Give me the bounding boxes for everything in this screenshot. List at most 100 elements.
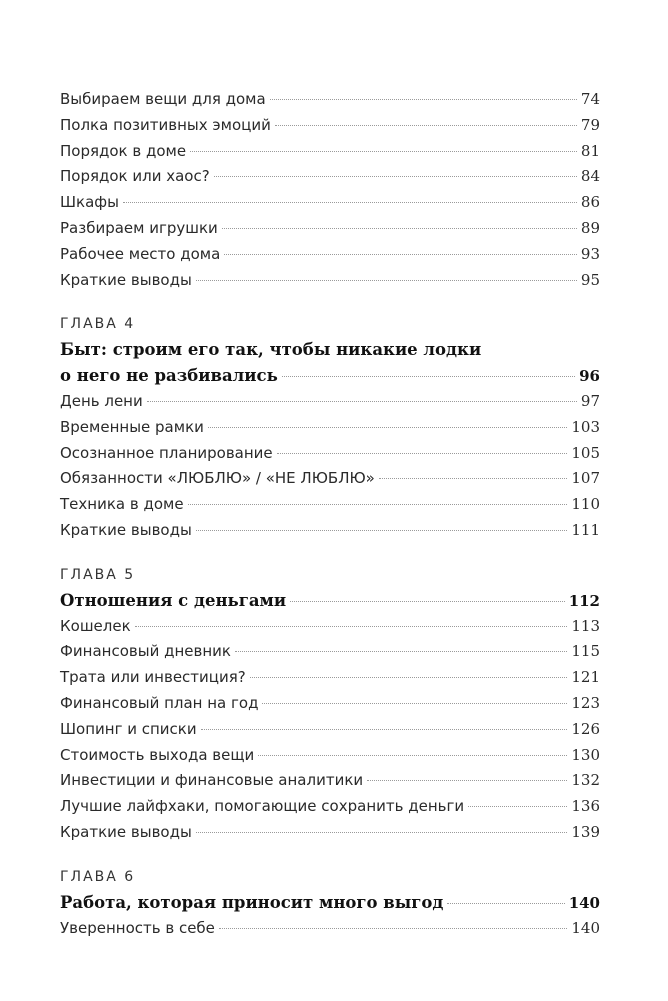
entry-title: Шкафы [60,193,119,212]
page-number: 107 [571,469,600,488]
page-number: 103 [571,417,600,436]
dot-leader [378,478,568,480]
entry-title: Стоимость выхода вещи [60,745,255,764]
entry-title: Осознанное планирование [60,443,273,462]
toc-entry[interactable]: Порядок в доме 81 [60,139,600,165]
page-number: 89 [580,218,600,237]
page-number: 95 [580,270,600,289]
page-number: 132 [571,771,600,790]
dot-leader [195,831,568,833]
toc-entry[interactable]: Рабочее место дома 93 [60,242,600,268]
entry-title: Трата или инвестиция? [60,668,246,687]
toc-entry[interactable]: Порядок или хаос? 84 [60,164,600,190]
page-number: 111 [571,520,600,539]
page-number: 130 [571,745,600,764]
dot-leader [276,452,568,454]
dot-leader [207,426,568,428]
toc-section: ГЛАВА 6 Работа, которая приносит много вы… [60,864,600,942]
chapter-label: ГЛАВА 6 [60,868,136,885]
entry-title: Краткие выводы [60,270,192,289]
dot-leader [290,600,565,602]
toc-entry[interactable]: Обязанности «ЛЮБЛЮ» / «НЕ ЛЮБЛЮ» 107 [60,466,600,492]
toc-entry[interactable]: Кошелек 113 [60,614,600,640]
page-number: 74 [580,90,600,108]
entry-title: Порядок или хаос? [60,167,210,186]
chapter-title[interactable]: Отношения с деньгами 112 [60,588,600,614]
page-number: 121 [571,668,600,687]
toc-entry[interactable]: Финансовый дневник 115 [60,639,600,665]
page-number: 112 [568,591,600,610]
toc-entry[interactable]: Краткие выводы 111 [60,518,600,544]
toc-entry[interactable]: Шопинг и списки 126 [60,717,600,743]
entry-title: Рабочее место дома [60,244,221,263]
dot-leader [221,227,577,229]
toc-section: ГЛАВА 4 Быт: строим его так, чтобы никаки… [60,311,600,543]
page-number: 86 [580,193,600,212]
dot-leader [269,99,577,100]
dot-leader [213,176,577,178]
page-number: 81 [580,141,600,160]
entry-title: Работа, которая приносит много выгод [60,892,444,912]
dot-leader [146,400,577,402]
entry-title: Отношения с деньгами [60,590,287,610]
toc-entry[interactable]: Инвестиции и финансовые аналитики 132 [60,768,600,794]
toc-section: Выбираем вещи для дома 74 Полка позитивных… [60,87,600,293]
toc-entry[interactable]: Временные рамки 103 [60,415,600,441]
page-number: 79 [580,115,600,134]
dot-leader [200,728,568,730]
entry-title: Уверенность в себе [60,918,215,937]
dot-leader [190,150,577,152]
chapter-title[interactable]: Быт: строим его так, чтобы никакие лодки [60,337,600,363]
entry-title: Краткие выводы [60,822,192,841]
dot-leader [195,279,577,281]
toc-entry[interactable]: Лучшие лайфхаки, помогающие сохранить де… [60,794,600,820]
dot-leader [195,529,568,531]
toc-entry[interactable]: Стоимость выхода вещи 130 [60,743,600,769]
page-number: 97 [580,391,600,410]
toc-entry[interactable]: Краткие выводы 95 [60,268,600,294]
dot-leader [187,504,568,506]
entry-title: Выбираем вещи для дома [60,90,266,108]
page-number: 140 [568,893,600,912]
entry-title: Лучшие лайфхаки, помогающие сохранить де… [60,797,465,816]
toc-entry[interactable]: Техника в доме 110 [60,492,600,518]
dot-leader [134,625,568,627]
dot-leader [367,780,568,782]
page-number: 126 [571,719,600,738]
page-number: 136 [571,797,600,816]
dot-leader [218,927,568,929]
toc-entry[interactable]: Полка позитивных эмоций 79 [60,113,600,139]
chapter-title[interactable]: Работа, которая приносит много выгод 140 [60,890,600,916]
dot-leader [281,376,576,378]
toc-entry[interactable]: Осознанное планирование 105 [60,441,600,467]
page-number: 123 [571,693,600,712]
toc-entry[interactable]: Выбираем вещи для дома 74 [60,87,600,113]
toc-entry[interactable]: Уверенность в себе 140 [60,916,600,942]
toc-entry[interactable]: Разбираем игрушки 89 [60,216,600,242]
entry-title: Порядок в доме [60,141,187,160]
entry-title: Обязанности «ЛЮБЛЮ» / «НЕ ЛЮБЛЮ» [60,469,375,488]
toc-entry[interactable]: Шкафы 86 [60,190,600,216]
page-number: 84 [580,167,600,186]
toc-entry[interactable]: Финансовый план на год 123 [60,691,600,717]
dot-leader [468,806,568,808]
dot-leader [249,677,568,679]
dot-leader [122,202,577,204]
page-number: 110 [571,495,600,514]
page-number: 115 [571,642,600,661]
entry-title: Финансовый план на год [60,693,259,712]
dot-leader [274,124,577,126]
entry-title: Шопинг и списки [60,719,197,738]
toc-entry[interactable]: Краткие выводы 139 [60,820,600,846]
chapter-title[interactable]: о него не разбивались 96 [60,363,600,389]
toc-entry[interactable]: Трата или инвестиция? 121 [60,665,600,691]
page-number: 105 [571,443,600,462]
page-number: 139 [571,822,600,841]
toc-entry[interactable]: День лени 97 [60,389,600,415]
entry-title: Краткие выводы [60,520,192,539]
entry-title: Временные рамки [60,417,204,436]
chapter-label: ГЛАВА 5 [60,566,136,583]
entry-title: Инвестиции и финансовые аналитики [60,771,364,790]
page-number: 113 [571,616,600,635]
page-number: 140 [571,918,600,937]
